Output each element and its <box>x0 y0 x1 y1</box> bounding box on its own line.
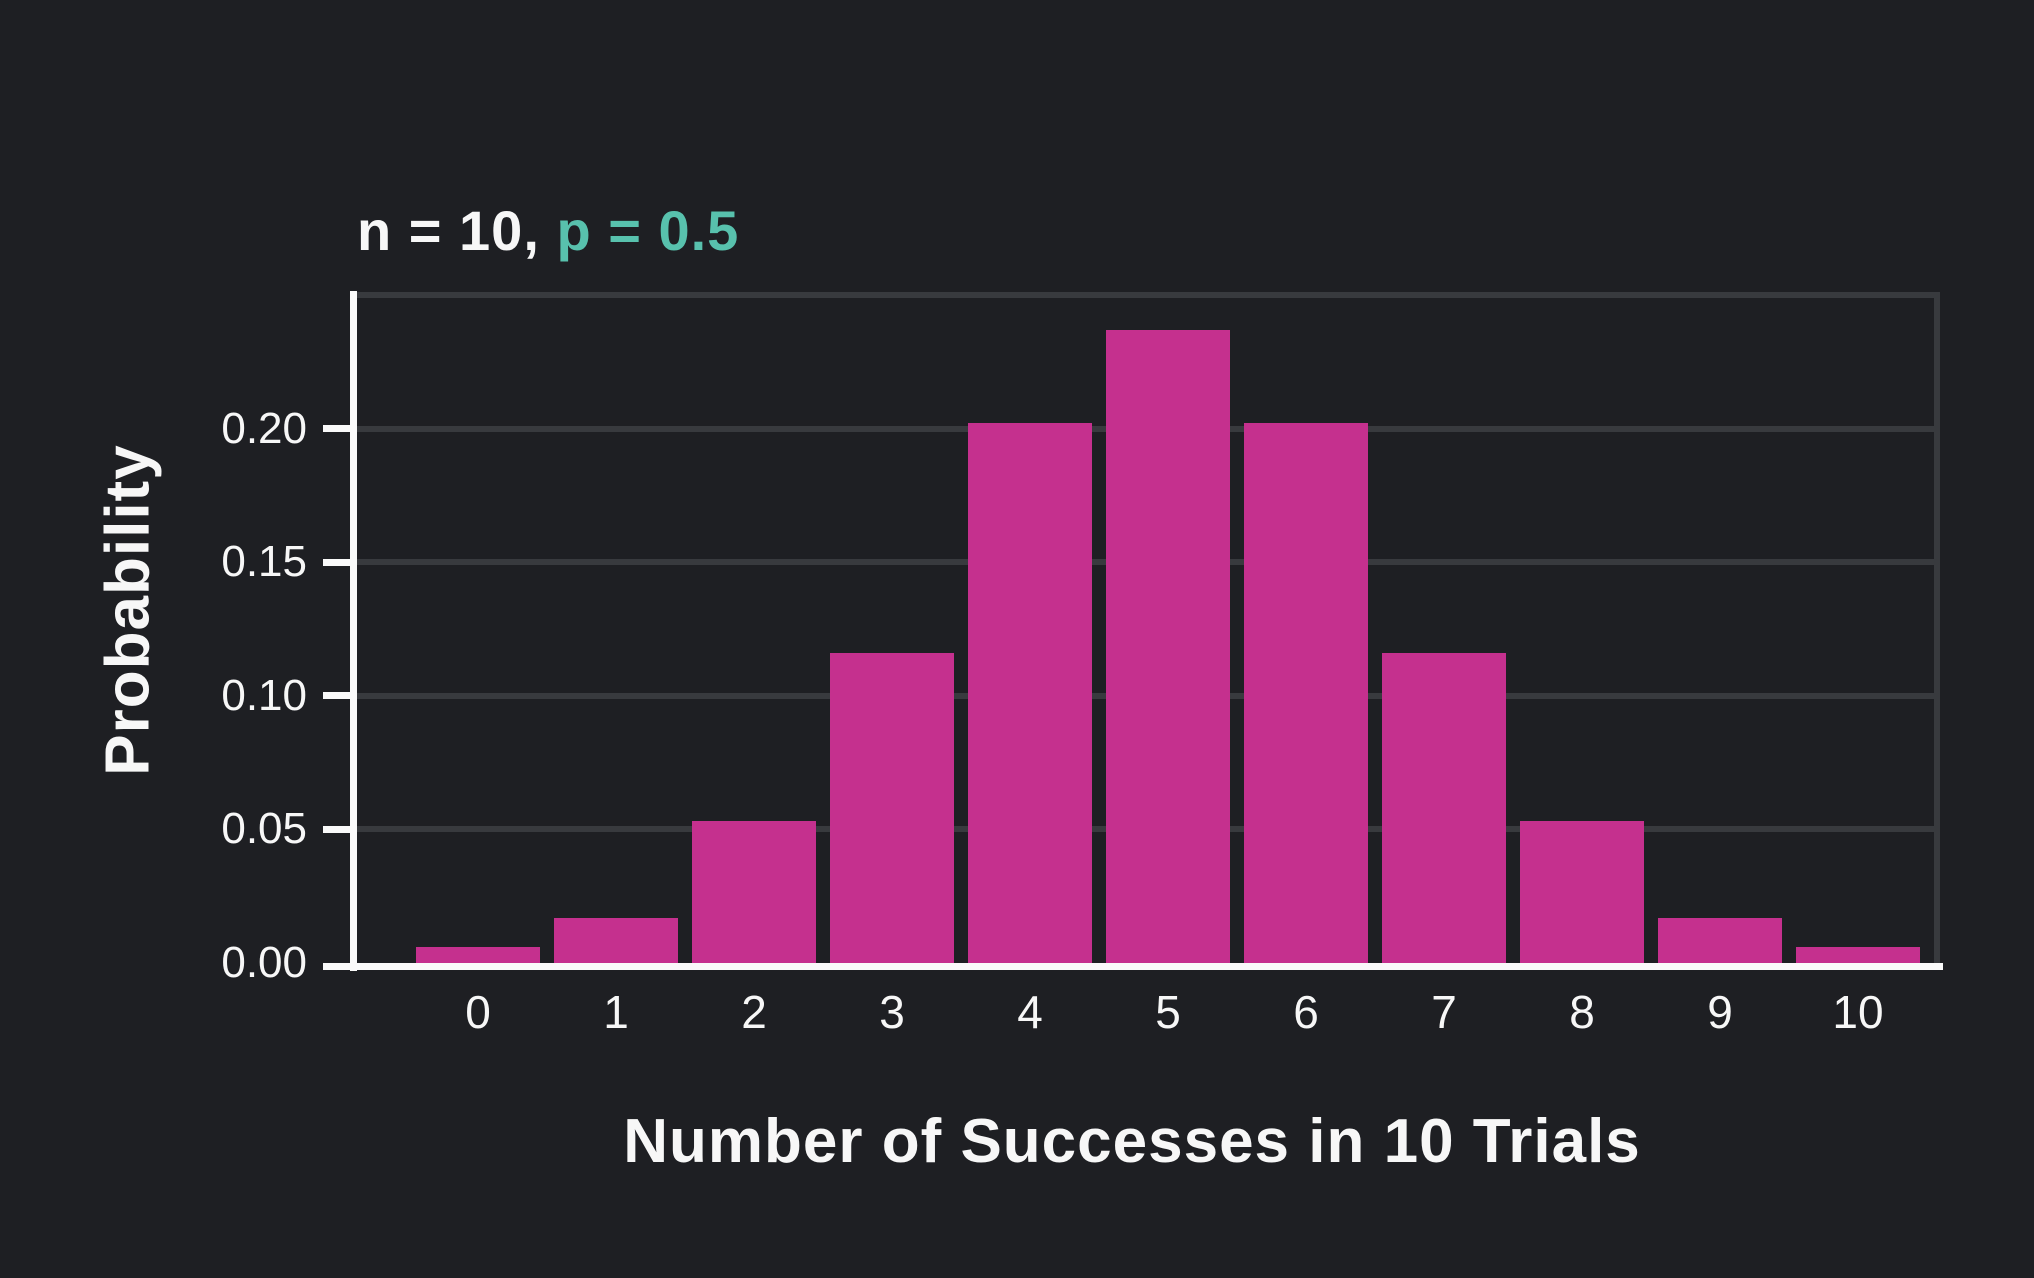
bar-6 <box>1244 423 1368 963</box>
x-tick-label-2: 2 <box>741 986 767 1038</box>
bar-8 <box>1520 821 1644 963</box>
bar-4 <box>968 423 1092 963</box>
x-tick-label-6: 6 <box>1293 986 1319 1038</box>
bar-1 <box>554 917 678 963</box>
y-axis-title: Probability <box>93 444 163 776</box>
bar-10 <box>1796 946 1920 963</box>
y-tick-0.15 <box>323 558 357 566</box>
x-tick-label-1: 1 <box>603 986 629 1038</box>
bar-5 <box>1106 329 1230 963</box>
plot-right-border <box>1934 295 1940 963</box>
y-tick-label-0.10: 0.10 <box>221 670 307 720</box>
bar-3 <box>830 653 954 963</box>
plot-area: 0.00 0.05 0.10 0.15 0.20 0 1 2 3 4 5 6 7 8 9 10 <box>221 291 1943 1038</box>
x-tick-label-3: 3 <box>879 986 905 1038</box>
chart-title-p-part: p = 0.5 <box>556 199 740 262</box>
x-tick-label-10: 10 <box>1832 986 1884 1038</box>
chart-title-n-part: n = 10, <box>357 199 557 262</box>
y-tick-label-0.00: 0.00 <box>221 938 307 987</box>
y-tick-label-0.15: 0.15 <box>221 537 307 587</box>
x-tick-label-0: 0 <box>465 986 491 1038</box>
x-axis-title: Number of Successes in 10 Trials <box>623 1107 1641 1176</box>
x-tick-label-9: 9 <box>1707 986 1733 1038</box>
x-tick-label-4: 4 <box>1017 986 1043 1038</box>
x-tick-label-5: 5 <box>1155 986 1181 1038</box>
bar-7 <box>1382 653 1506 963</box>
y-tick-label-0.05: 0.05 <box>221 804 307 854</box>
x-tick-label-8: 8 <box>1569 986 1595 1038</box>
y-tick-label-0.20: 0.20 <box>221 403 307 453</box>
x-axis-line <box>323 963 1943 970</box>
chart-title: n = 10, p = 0.5 <box>357 198 739 263</box>
y-axis-line <box>350 291 357 971</box>
x-tick-label-7: 7 <box>1431 986 1457 1038</box>
y-tick-0.20 <box>323 425 357 433</box>
y-tick-0.10 <box>323 692 357 700</box>
y-tick-0.05 <box>323 825 357 833</box>
bar-9 <box>1658 917 1782 963</box>
gridline-0.25 <box>357 292 1940 298</box>
bar-2 <box>692 821 816 963</box>
bar-0 <box>416 946 540 963</box>
